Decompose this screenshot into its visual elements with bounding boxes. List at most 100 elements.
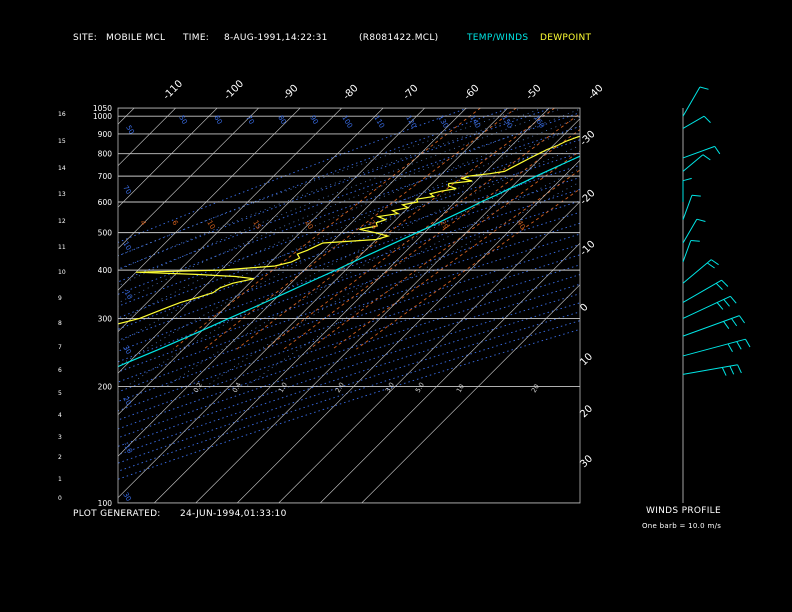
dry-adiabat-line (118, 283, 580, 439)
plot-generated-value: 24-JUN-1994,01:33:10 (180, 509, 287, 519)
adiabat-left-label: 10 (121, 240, 132, 252)
time-label: TIME: (183, 33, 210, 43)
legend-dewpoint: DEWPOINT (540, 33, 592, 43)
moist-adiabat-line (126, 144, 580, 387)
dry-adiabat-line (118, 108, 468, 243)
adiabat-left-label: 30 (121, 491, 132, 503)
temperature-profile-line (118, 155, 580, 368)
moist-adiabat-line (118, 108, 523, 257)
mixing-ratio-label: 40 (515, 219, 526, 231)
pressure-tick-label: 1050 (93, 104, 112, 113)
isotherm-top-label: -100 (222, 78, 246, 102)
height-km-label: 16 (58, 111, 66, 118)
wind-barb-flag (714, 146, 721, 155)
wind-barb-shaft (682, 259, 712, 284)
skewt-frame (117, 107, 581, 504)
moist-adiabat-line (118, 108, 543, 271)
wind-barb-shaft (682, 364, 738, 375)
isotherm-line (118, 108, 218, 208)
pressure-tick-label: 400 (98, 266, 113, 275)
wind-barb-shaft (682, 195, 693, 220)
wind-barb-flag (731, 318, 738, 327)
dry-adiabat-line (118, 233, 580, 393)
isotherm-top-label: -110 (161, 78, 185, 102)
dry-adiabat-line (118, 139, 580, 307)
adiabat-left-label: 30 (121, 344, 132, 356)
mixing-ratio-label: 4 (138, 219, 147, 227)
wind-barb-flag (727, 343, 733, 352)
mixing-ratio-line (264, 113, 580, 350)
wind-barb-flag (721, 279, 729, 287)
isotherm-line (118, 108, 301, 291)
height-km-label: 6 (58, 367, 62, 374)
wind-barb-flag (745, 338, 751, 348)
pressure-tick-label: 700 (98, 172, 113, 181)
wind-barb-shaft (682, 115, 705, 129)
dry-adiabat-line (118, 274, 580, 430)
wind-barb-shaft (682, 315, 740, 337)
mixing-ratio-line (236, 108, 555, 350)
skewt-series (118, 135, 580, 368)
adiabat-label: 50 (124, 124, 135, 136)
site-label: SITE: (73, 33, 98, 43)
dry-adiabat-line (118, 200, 580, 363)
isotherm-right-label: 20 (578, 403, 595, 420)
dry-adiabat-line (118, 328, 580, 480)
moist-adiabat-line (118, 116, 580, 323)
dry-adiabat-line (118, 112, 580, 283)
wind-barb-flag (702, 154, 711, 161)
height-km-label: 15 (58, 138, 66, 145)
wind-barb-flag (682, 177, 692, 182)
pressure-tick-label: 100 (98, 499, 113, 508)
adiabat-label: 50 (177, 114, 188, 126)
isotherm-line (118, 108, 425, 416)
adiabat-left-label: 20 (121, 395, 132, 407)
wind-barb-flag (716, 302, 724, 310)
moist-adiabat-label: 2.0 (334, 381, 346, 394)
dry-adiabat-line (118, 244, 580, 402)
isotherm-right-label: 10 (578, 351, 595, 368)
dry-adiabat-line (118, 254, 580, 412)
isotherm-right-label: -10 (578, 239, 597, 258)
moist-adiabat-label: 20 (530, 383, 541, 394)
height-km-label: 2 (58, 454, 62, 461)
isotherm-right-label: 30 (578, 453, 595, 470)
height-km-label: 7 (58, 344, 62, 351)
isotherm-right-label: -30 (578, 129, 597, 148)
isotherm-right-label: -20 (578, 188, 597, 207)
skewt-labels: 1002003004005006007008009001000105001234… (58, 78, 606, 508)
mixing-ratio-label: 10 (205, 219, 216, 231)
pressure-tick-label: 800 (98, 150, 113, 159)
dry-adiabat-line (118, 108, 553, 270)
wind-barb-flag (723, 299, 730, 307)
dry-adiabat-line (118, 176, 580, 341)
wind-barb-flag (721, 367, 727, 376)
wind-barb-flag (703, 115, 711, 123)
dry-adiabat-line (118, 108, 510, 257)
height-km-label: 10 (58, 269, 66, 276)
plot-frame (117, 107, 581, 504)
isotherm-top-label: -40 (586, 83, 605, 102)
dry-adiabat-line (118, 164, 580, 330)
wind-barb-shaft (682, 145, 715, 159)
pressure-tick-label: 1000 (93, 112, 112, 121)
file-name: (R8081422.MCL) (359, 33, 439, 43)
isotherm-line (118, 108, 467, 457)
wind-barb-flag (723, 321, 730, 329)
moist-adiabat-line (118, 125, 580, 344)
wind-barb-flag (736, 341, 742, 350)
mixing-ratio-label: 6 (170, 219, 179, 227)
isotherm-line (118, 108, 342, 333)
dry-adiabat-line (118, 302, 580, 456)
pressure-tick-label: 200 (98, 383, 113, 392)
isotherm-line (195, 118, 580, 503)
isotherm-top-label: -50 (524, 83, 543, 102)
wind-barb-flag (710, 259, 719, 266)
winds-profile-title: WINDS PROFILE (646, 506, 721, 516)
wind-barb-flag (690, 240, 700, 242)
isotherm-top-label: -70 (401, 83, 420, 102)
mixing-ratio-line (309, 150, 580, 350)
wind-barb-flag (691, 194, 701, 197)
wind-barb-flag (696, 218, 706, 222)
